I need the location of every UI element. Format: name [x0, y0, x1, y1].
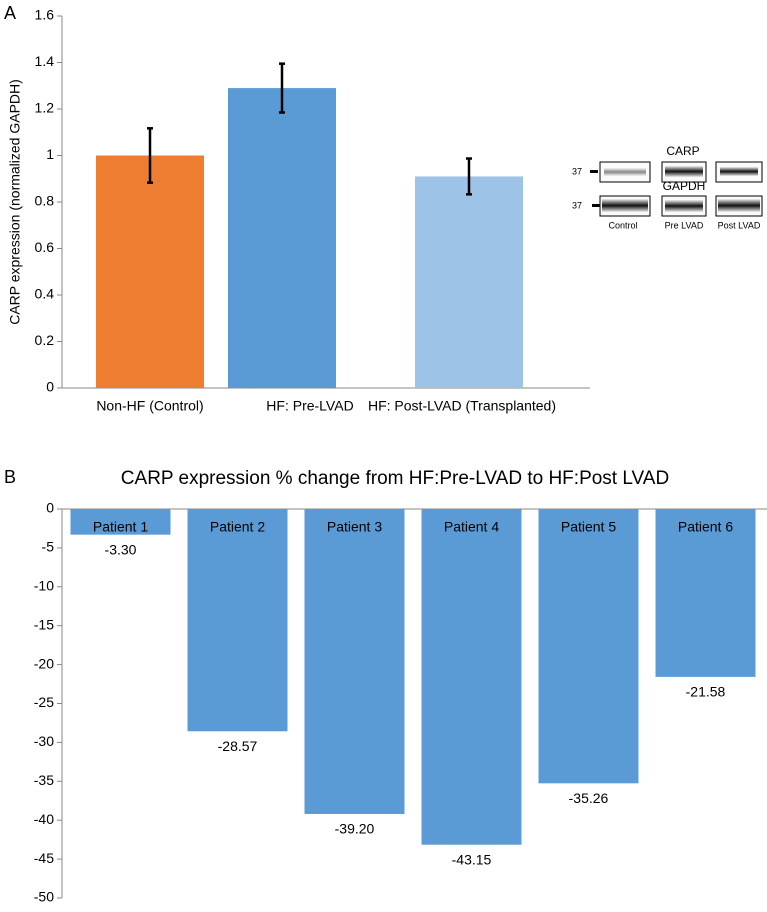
- bar: [415, 176, 523, 388]
- value-label: -43.15: [452, 851, 492, 867]
- value-label: -35.26: [569, 790, 609, 806]
- category-label: Patient 4: [444, 519, 499, 535]
- x-tick-label: Non-HF (Control): [96, 398, 203, 414]
- blot-row-label: GAPDH: [663, 179, 706, 193]
- category-label: Patient 5: [561, 519, 616, 535]
- value-label: -28.57: [218, 738, 258, 754]
- bar: [538, 509, 639, 784]
- panel-label: A: [4, 3, 16, 23]
- y-tick-label: -20: [34, 655, 54, 671]
- x-tick-label: HF: Post-LVAD (Transplanted): [368, 398, 556, 414]
- value-label: -3.30: [105, 541, 137, 557]
- blot-lane-label: Pre LVAD: [665, 220, 704, 230]
- blot-band: [665, 166, 703, 177]
- bar: [655, 509, 756, 677]
- blot-band: [665, 200, 703, 212]
- error-bar: [466, 157, 472, 196]
- x-tick-label: HF: Pre-LVAD: [266, 398, 353, 414]
- blot-lane-label: Post LVAD: [718, 220, 761, 230]
- category-label: Patient 2: [210, 519, 265, 535]
- blot: CARP GAPDH 37 37 Control Pre LVAD Post L…: [572, 144, 763, 230]
- y-tick-label: 1.4: [35, 53, 55, 69]
- category-label: Patient 6: [678, 519, 733, 535]
- y-tick-label: -40: [34, 811, 54, 827]
- category-label: Patient 3: [327, 519, 382, 535]
- y-tick-label: 0: [46, 379, 54, 395]
- y-tick-label: 1.6: [35, 7, 55, 23]
- bar: [228, 88, 336, 388]
- marker-tick: [590, 170, 598, 173]
- y-tick-label: -25: [34, 694, 54, 710]
- blot-band: [720, 167, 758, 176]
- blot-row-label: CARP: [666, 144, 699, 158]
- bar: [421, 509, 522, 845]
- y-tick-label: 1: [46, 146, 54, 162]
- y-tick-label: -10: [34, 578, 54, 594]
- blot-lane-label: Control: [608, 220, 637, 230]
- value-label: -39.20: [335, 821, 375, 837]
- y-tick-label: 0.6: [35, 239, 55, 255]
- y-tick-label: 0: [46, 500, 54, 516]
- bar: [70, 509, 171, 535]
- y-tick-label: -30: [34, 733, 54, 749]
- category-label: Patient 1: [93, 519, 148, 535]
- blot-marker: 37: [572, 166, 582, 176]
- bar: [187, 509, 288, 732]
- y-tick-label: -15: [34, 616, 54, 632]
- panel-label: B: [4, 467, 16, 487]
- y-tick-label: 1.2: [35, 100, 55, 116]
- error-bar: [147, 127, 153, 184]
- y-tick-label: -35: [34, 772, 54, 788]
- marker-tick: [592, 204, 600, 207]
- blot-marker: 37: [572, 200, 582, 210]
- y-tick-label: -45: [34, 850, 54, 866]
- blot-band: [718, 199, 760, 212]
- bar: [96, 155, 204, 388]
- bar: [304, 509, 405, 814]
- y-tick-label: 0.8: [35, 193, 55, 209]
- y-tick-label: -50: [34, 889, 54, 905]
- y-axis-label: CARP expression (normalized GAPDH): [7, 79, 23, 325]
- y-tick-label: 0.2: [35, 332, 55, 348]
- chart-title: CARP expression % change from HF:Pre-LVA…: [121, 468, 669, 489]
- value-label: -21.58: [686, 684, 726, 700]
- blot-band: [604, 168, 646, 176]
- error-bar: [279, 62, 285, 114]
- y-tick-label: -5: [42, 539, 55, 555]
- y-tick-label: 0.4: [35, 286, 55, 302]
- blot-band: [602, 199, 648, 212]
